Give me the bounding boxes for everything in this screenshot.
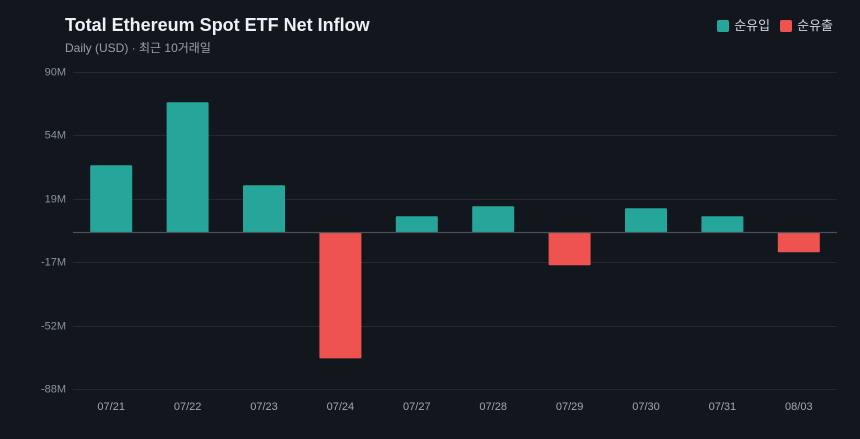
chart-subtitle: Daily (USD) · 최근 10거래일: [65, 41, 211, 55]
y-tick-label: 54M: [45, 129, 66, 141]
bar-07-22: [166, 102, 209, 233]
x-tick-label: 07/29: [556, 401, 584, 413]
y-tick-label: 90M: [45, 66, 66, 78]
legend-swatch-inflow: [717, 20, 730, 32]
x-tick-label: 07/31: [709, 401, 737, 413]
x-tick-label: 07/24: [327, 401, 355, 413]
x-tick-label: 08/03: [785, 401, 813, 413]
bar-07-28: [472, 206, 515, 233]
x-tick-label: 07/22: [174, 401, 202, 413]
x-tick-label: 07/30: [632, 401, 660, 413]
x-tick-label: 07/21: [97, 401, 125, 413]
y-tick-label: -52M: [41, 320, 66, 332]
y-axis-labels: 90M 54M 19M -17M -52M -88M: [41, 66, 66, 395]
x-tick-label: 07/28: [479, 401, 507, 413]
legend: 순유입 순유출: [717, 17, 833, 35]
bar-08-03: [777, 232, 820, 253]
x-tick-label: 07/23: [250, 401, 278, 413]
bar-07-31: [701, 216, 744, 233]
chart-header: Total Ethereum Spot ETF Net Inflow Daily…: [65, 13, 370, 56]
bar-07-27: [395, 216, 438, 233]
legend-item-outflow[interactable]: 순유출: [780, 17, 833, 35]
bar-07-29: [548, 232, 591, 266]
y-tick-label: -88M: [41, 383, 66, 395]
legend-swatch-outflow: [780, 20, 793, 32]
legend-item-inflow[interactable]: 순유입: [717, 17, 770, 35]
x-axis-labels: 07/21 07/22 07/23 07/24 07/27 07/28 07/29 07/30…: [97, 401, 812, 413]
bar-07-21: [90, 165, 133, 233]
chart-title: Total Ethereum Spot ETF Net Inflow: [65, 15, 370, 35]
bar-07-23: [243, 185, 285, 233]
x-tick-label: 07/27: [403, 401, 431, 413]
legend-label-outflow: 순유출: [797, 18, 833, 33]
y-tick-label: 19M: [45, 193, 66, 205]
bar-07-30: [625, 208, 667, 233]
bars: [90, 102, 820, 359]
bar-07-24: [319, 232, 362, 359]
y-tick-label: -17M: [41, 256, 66, 268]
legend-label-inflow: 순유입: [734, 18, 771, 33]
